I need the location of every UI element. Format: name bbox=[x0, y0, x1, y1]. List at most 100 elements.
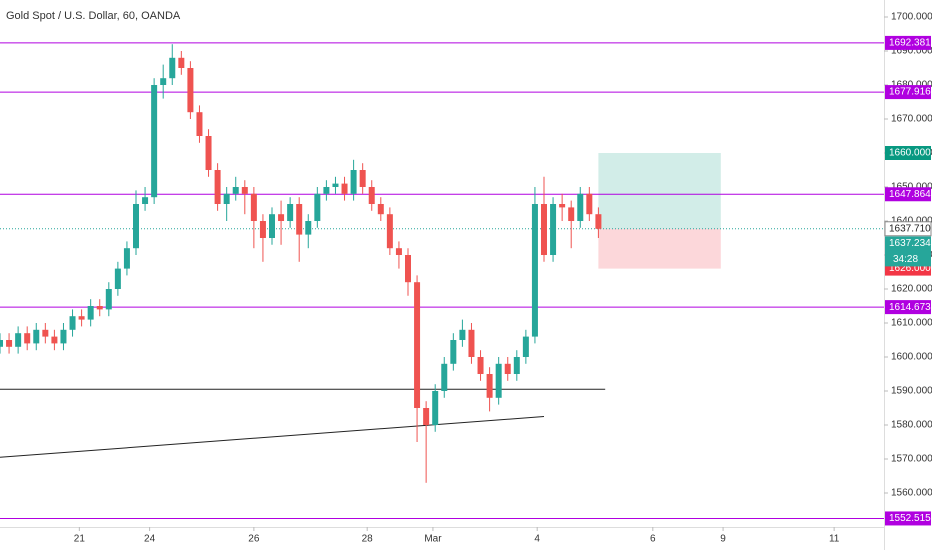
target-zone bbox=[598, 153, 721, 229]
candle-body bbox=[550, 204, 557, 255]
candle-body bbox=[386, 214, 393, 249]
price-marker bbox=[885, 146, 931, 160]
candle-body bbox=[377, 204, 384, 215]
x-tick-label: 28 bbox=[362, 534, 374, 545]
candle-body bbox=[504, 363, 511, 374]
price-marker-label: 1677.916 bbox=[889, 87, 931, 98]
price-marker-label: 1692.381 bbox=[889, 38, 931, 49]
candle-body bbox=[142, 197, 149, 204]
candle-body bbox=[205, 136, 212, 170]
countdown: 34:28 bbox=[893, 254, 918, 265]
price-marker-label: 1552.515 bbox=[889, 513, 931, 524]
candle-body bbox=[450, 340, 457, 364]
candle-body bbox=[0, 340, 3, 347]
price-marker-label: 1614.673 bbox=[889, 302, 931, 313]
candle-body bbox=[60, 329, 67, 344]
y-tick-label: 1620.000 bbox=[891, 284, 932, 295]
price-marker bbox=[885, 300, 931, 315]
candle-body bbox=[232, 187, 239, 194]
y-tick-label: 1610.000 bbox=[891, 318, 932, 329]
candle-body bbox=[42, 329, 49, 337]
candle-body bbox=[414, 282, 421, 408]
candle-body bbox=[78, 316, 85, 320]
plot-area bbox=[0, 42, 884, 519]
price-marker-label: 1626.000 bbox=[889, 263, 931, 274]
stop-zone bbox=[598, 228, 721, 269]
candle-body bbox=[250, 193, 257, 221]
candle-body bbox=[441, 363, 448, 391]
y-tick-label: 1690.000 bbox=[891, 46, 932, 57]
candle-body bbox=[314, 193, 321, 221]
candle-body bbox=[287, 204, 294, 221]
candle-body bbox=[223, 193, 230, 204]
candle-body bbox=[305, 221, 312, 235]
price-marker bbox=[885, 187, 931, 202]
y-tick-label: 1600.000 bbox=[891, 352, 932, 363]
price-marker-label: 1660.000 bbox=[889, 148, 931, 159]
candle-body bbox=[278, 214, 285, 221]
candle-body bbox=[468, 329, 475, 357]
x-tick-label: 4 bbox=[534, 534, 540, 545]
y-tick-label: 1640.000 bbox=[891, 216, 932, 227]
candle-body bbox=[577, 193, 584, 221]
candle-body bbox=[33, 329, 40, 344]
price-marker bbox=[885, 236, 931, 267]
candle-body bbox=[395, 248, 402, 255]
candle-body bbox=[15, 333, 22, 347]
y-tick-label: 1650.000 bbox=[891, 182, 932, 193]
y-tick-label: 1670.000 bbox=[891, 114, 932, 125]
candle-body bbox=[477, 357, 484, 374]
candle-body bbox=[568, 207, 575, 221]
candle-body bbox=[359, 170, 366, 187]
candle-body bbox=[187, 68, 194, 113]
candle-body bbox=[323, 187, 330, 194]
price-marker-label: 1647.864 bbox=[889, 189, 931, 200]
candle-body bbox=[151, 85, 158, 198]
candle-body bbox=[178, 57, 185, 68]
candle-body bbox=[459, 329, 466, 340]
candle-body bbox=[495, 363, 502, 398]
axes: 1560.000 1570.000 1580.000 1590.000 1600.000… bbox=[74, 12, 932, 545]
candle-body bbox=[432, 391, 439, 425]
candle-body bbox=[341, 183, 348, 194]
candle-body bbox=[405, 255, 411, 283]
candle-body bbox=[214, 170, 221, 204]
x-tick-label: 9 bbox=[720, 534, 726, 545]
trend-line bbox=[0, 416, 545, 458]
candle-body bbox=[123, 248, 130, 269]
price-marker bbox=[885, 511, 931, 526]
candle-body bbox=[24, 333, 31, 344]
candle-body bbox=[87, 306, 94, 320]
candle-body bbox=[423, 408, 430, 425]
candle-body bbox=[541, 204, 547, 255]
candle-body bbox=[51, 336, 58, 344]
x-tick-label: 26 bbox=[248, 534, 260, 545]
y-tick-label: 1590.000 bbox=[891, 386, 932, 397]
x-tick-label: 21 bbox=[74, 534, 86, 545]
y-tick-label: 1700.000 bbox=[891, 12, 932, 23]
candle-body bbox=[332, 183, 339, 187]
price-marker bbox=[885, 85, 931, 100]
x-tick-label: 24 bbox=[144, 534, 156, 545]
x-tick-label: 6 bbox=[650, 534, 656, 545]
candle-body bbox=[269, 214, 275, 238]
y-tick-label: 1570.000 bbox=[891, 454, 932, 465]
price-marker-label: 1637.234 bbox=[889, 238, 931, 249]
price-marker bbox=[884, 221, 932, 237]
candle-body bbox=[522, 336, 529, 357]
candle-body bbox=[368, 187, 375, 204]
candle-body bbox=[486, 374, 493, 398]
chart-title: Gold Spot / U.S. Dollar, 60, OANDA bbox=[6, 10, 181, 22]
candle-body bbox=[296, 204, 303, 235]
candle-body bbox=[114, 268, 121, 289]
candle-body bbox=[133, 204, 139, 249]
candle-body bbox=[559, 204, 566, 208]
candle-body bbox=[96, 306, 103, 310]
price-marker bbox=[885, 35, 931, 50]
y-tick-label: 1560.000 bbox=[891, 488, 932, 499]
x-tick-label: Mar bbox=[424, 534, 442, 545]
candle-body bbox=[595, 214, 602, 229]
candle-body bbox=[196, 112, 203, 136]
